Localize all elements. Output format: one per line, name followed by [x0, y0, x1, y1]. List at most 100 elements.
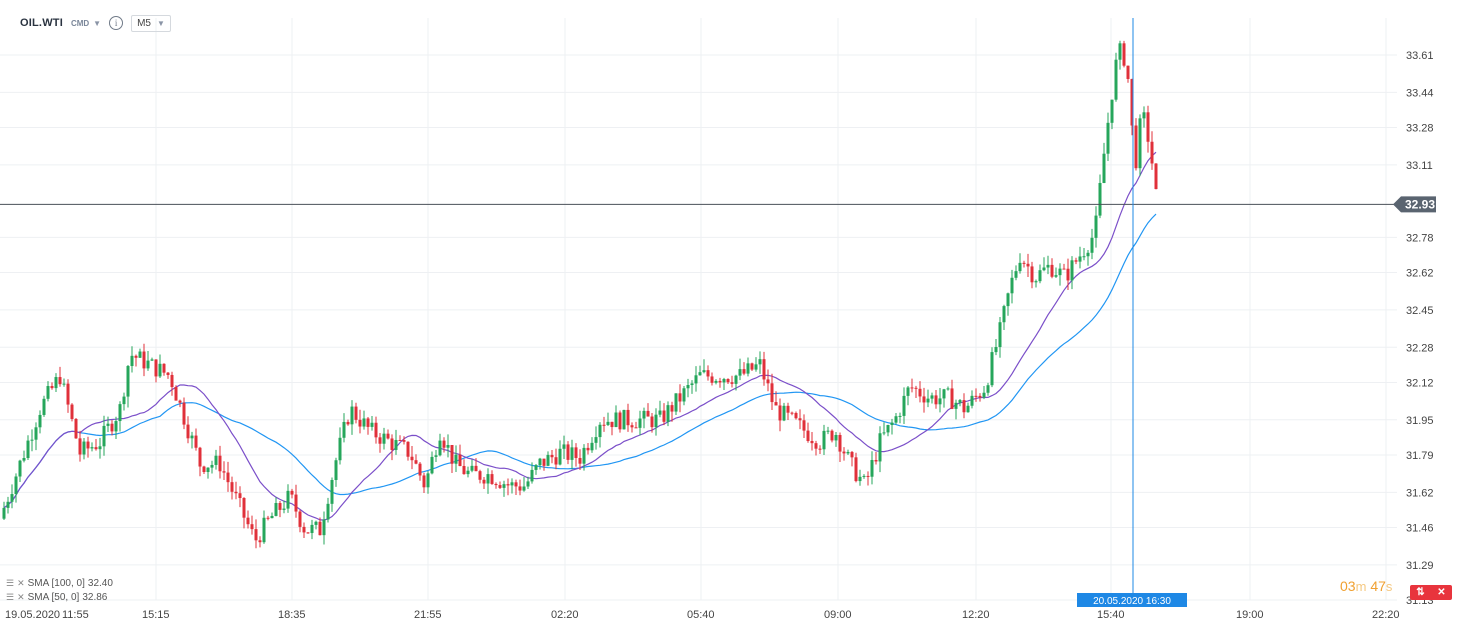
- candle-body: [230, 482, 234, 492]
- candle-body: [518, 486, 522, 491]
- candle-body: [314, 521, 318, 525]
- candle-body: [170, 374, 174, 388]
- candle-body: [310, 524, 314, 534]
- candle-body: [118, 404, 122, 422]
- candle-body: [1130, 78, 1134, 126]
- candle-body: [918, 388, 922, 397]
- candle-body: [494, 483, 498, 486]
- candle-body: [398, 440, 402, 442]
- candle-body: [1150, 141, 1154, 164]
- adjust-icon[interactable]: ⇅: [1416, 587, 1425, 598]
- candle-body: [714, 380, 718, 383]
- y-tick-label: 32.45: [1406, 305, 1434, 317]
- candle-body: [1106, 122, 1110, 154]
- candle-body: [654, 414, 658, 428]
- candle-body: [706, 370, 710, 377]
- candle-body: [726, 379, 730, 383]
- candle-body: [338, 437, 342, 461]
- candle-body: [502, 484, 506, 488]
- y-tick-label: 31.79: [1406, 450, 1434, 462]
- crosshair-time-label: 20.05.2020 16:30: [1093, 596, 1171, 607]
- settings-icon[interactable]: ☰: [6, 578, 15, 588]
- candle-body: [914, 387, 918, 389]
- chevron-down-icon[interactable]: ▼: [93, 18, 102, 28]
- y-tick-label: 31.62: [1406, 487, 1434, 499]
- candle-body: [598, 424, 602, 438]
- candle-body: [742, 369, 746, 374]
- candle-body: [462, 466, 466, 475]
- candle-body: [886, 425, 890, 433]
- y-tick-label: 32.28: [1406, 342, 1434, 354]
- candle-body: [782, 405, 786, 421]
- candle-body: [154, 359, 158, 377]
- candle-body: [274, 503, 278, 516]
- candle-body: [346, 421, 350, 425]
- close-icon[interactable]: ✕: [17, 592, 25, 602]
- y-tick-label: 32.62: [1406, 268, 1434, 280]
- candle-body: [938, 398, 942, 405]
- candle-body: [618, 412, 622, 430]
- candle-body: [1050, 264, 1054, 277]
- candle-body: [950, 388, 954, 409]
- close-icon[interactable]: ✕: [17, 578, 25, 588]
- candle-body: [430, 456, 434, 474]
- price-axis[interactable]: 33.61 33.44 33.28 33.11 32.78 32.62 32.45 32.28…: [1406, 50, 1434, 607]
- candle-body: [414, 460, 418, 464]
- candle-body: [26, 440, 30, 459]
- candle-body: [254, 529, 258, 541]
- interval-selector[interactable]: M5 ▼: [131, 14, 171, 32]
- legend-label: SMA [50, 0]: [27, 592, 80, 603]
- candle-body: [22, 458, 26, 461]
- time-axis[interactable]: 19.05.2020 11:55 15:15 18:35 21:55 02:20 05:40…: [5, 609, 1400, 621]
- candle-body: [114, 421, 118, 432]
- settings-icon[interactable]: ☰: [6, 592, 15, 602]
- candle-body: [1062, 268, 1066, 270]
- candle-body: [834, 435, 838, 441]
- candle-body: [342, 421, 346, 438]
- candle-body: [626, 409, 630, 426]
- candle-body: [1022, 262, 1026, 264]
- candle-body: [1118, 43, 1122, 60]
- candle-body: [198, 447, 202, 467]
- candle-body: [958, 400, 962, 403]
- x-tick-label: 18:35: [278, 609, 306, 621]
- candle-body: [66, 383, 70, 405]
- candle-body: [966, 405, 970, 413]
- y-tick-label: 31.95: [1406, 415, 1434, 427]
- candle-body: [762, 359, 766, 380]
- candle-body: [90, 447, 94, 449]
- candle-body: [490, 474, 494, 484]
- candle-body: [662, 410, 666, 422]
- current-price-line: 32.93: [0, 196, 1436, 213]
- candle-body: [926, 398, 930, 403]
- candle-body: [70, 404, 74, 419]
- candle-body: [46, 386, 50, 399]
- candle-body: [498, 485, 502, 488]
- candle-body: [330, 480, 334, 504]
- candle-body: [358, 419, 362, 427]
- candle-body: [434, 455, 438, 457]
- candle-body: [934, 395, 938, 405]
- candle-body: [214, 455, 218, 465]
- info-icon[interactable]: i: [109, 16, 124, 30]
- candle-body: [734, 375, 738, 384]
- candle-body: [290, 490, 294, 495]
- candle-body: [638, 418, 642, 428]
- candle-body: [1114, 59, 1118, 100]
- y-tick-label: 31.29: [1406, 560, 1434, 572]
- candle-body: [614, 412, 618, 428]
- candle-body: [1030, 266, 1034, 283]
- candle-body: [1122, 43, 1126, 66]
- symbol-name[interactable]: OIL.WTI: [20, 17, 63, 29]
- close-icon[interactable]: ✕: [1437, 587, 1446, 598]
- candle-body: [506, 484, 510, 486]
- candle-body: [258, 540, 262, 543]
- candle-body: [646, 410, 650, 417]
- candle-body: [1154, 163, 1158, 190]
- candle-body: [150, 359, 154, 361]
- candle-body: [366, 418, 370, 427]
- candle-body: [470, 465, 474, 471]
- candle-body: [86, 441, 90, 449]
- candle-body: [78, 438, 82, 455]
